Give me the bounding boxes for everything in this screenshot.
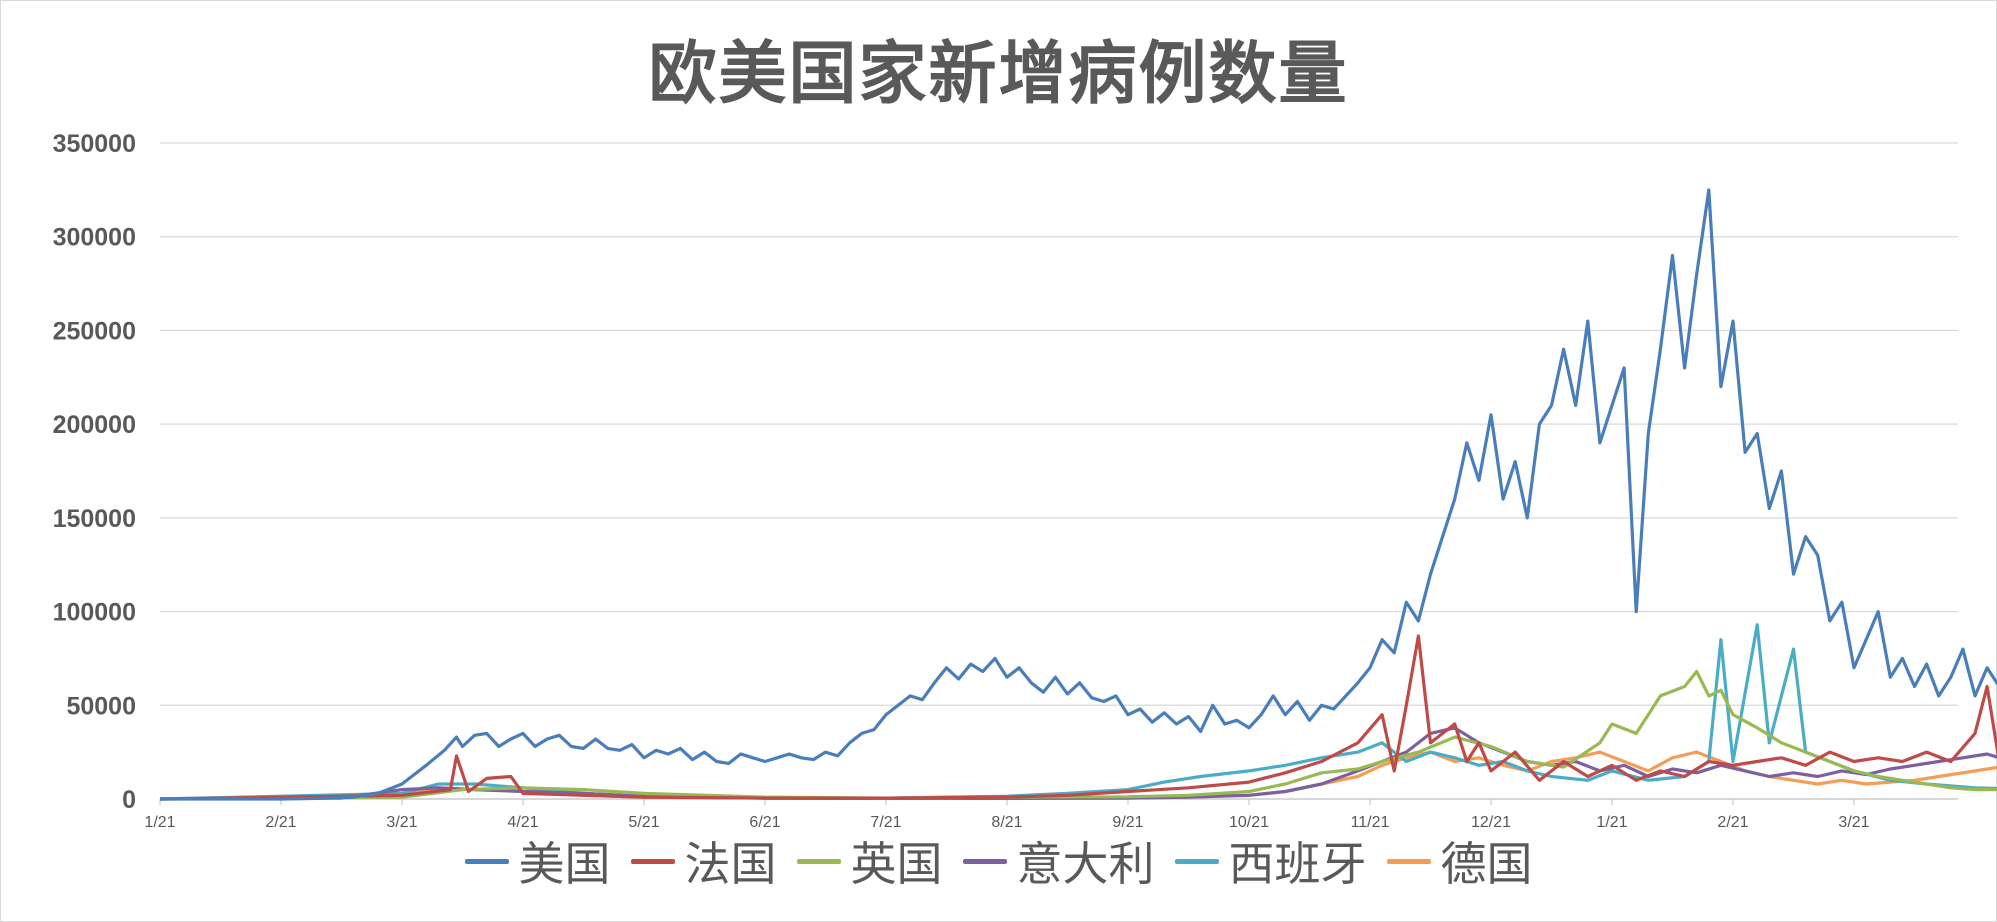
- y-tick-label: 150000: [53, 505, 136, 533]
- legend-swatch: [1386, 858, 1431, 864]
- x-tick-label: 12/21: [1471, 814, 1511, 831]
- legend-item-5: 德国: [1386, 828, 1533, 894]
- legend-item-3: 意大利: [962, 828, 1155, 894]
- x-tick-label: 10/21: [1229, 814, 1269, 831]
- y-tick-label: 250000: [53, 317, 136, 345]
- legend-label: 德国: [1440, 837, 1533, 891]
- x-tick-label: 1/21: [1596, 814, 1627, 831]
- legend-label: 英国: [850, 837, 943, 891]
- x-tick-label: 6/21: [749, 814, 780, 831]
- legend-swatch: [796, 858, 841, 864]
- legend-label: 法国: [684, 837, 777, 891]
- x-tick-label: 1/21: [144, 814, 175, 831]
- legend-swatch: [630, 858, 675, 864]
- y-tick-label: 50000: [66, 692, 136, 720]
- x-tick-label: 7/21: [870, 814, 901, 831]
- x-tick-label: 2/21: [1717, 814, 1748, 831]
- x-tick-label: 11/21: [1351, 814, 1390, 831]
- legend-item-0: 美国: [464, 828, 611, 894]
- x-tick-label: 4/21: [507, 814, 538, 831]
- chart-title: 欧美国家新增病例数量: [648, 34, 1349, 114]
- y-tick-label: 100000: [53, 599, 136, 627]
- y-tick-label: 0: [122, 786, 136, 814]
- legend-swatch: [464, 858, 509, 864]
- x-axis-ticks: 1/21 2/21 3/21 4/21 5/21 6/21 7/21 8/21 9/21 10/2…: [144, 799, 1870, 831]
- legend-swatch: [962, 858, 1007, 864]
- gridlines: [160, 142, 1958, 800]
- series-line-1: [159, 634, 1997, 801]
- y-tick-label: 300000: [53, 224, 136, 252]
- legend-item-1: 法国: [630, 828, 777, 894]
- series-lines: [159, 188, 1997, 801]
- x-tick-label: 2/21: [265, 814, 296, 831]
- x-tick-label: 5/21: [628, 814, 659, 831]
- x-tick-label: 3/21: [386, 814, 417, 831]
- x-tick-label: 8/21: [991, 814, 1022, 831]
- series-line-4: [159, 623, 1997, 801]
- y-tick-label: 200000: [53, 411, 136, 439]
- legend-swatch: [1174, 858, 1219, 864]
- x-tick-label: 3/21: [1838, 814, 1869, 831]
- legend-label: 西班牙: [1228, 837, 1367, 891]
- legend-item-4: 西班牙: [1174, 828, 1367, 894]
- legend-item-2: 英国: [796, 828, 943, 894]
- x-tick-label: 9/21: [1112, 814, 1143, 831]
- y-tick-label: 350000: [53, 130, 136, 158]
- series-line-0: [160, 188, 1997, 801]
- legend-label: 美国: [518, 837, 611, 891]
- series-line-2: [159, 669, 1997, 801]
- legend-label: 意大利: [1016, 837, 1155, 891]
- y-axis-ticks: 0 50000 100000 150000 200000 250000 300000 3500…: [53, 130, 136, 814]
- legend: 美国 法国 英国 意大利 西班牙 德国: [0, 828, 1997, 894]
